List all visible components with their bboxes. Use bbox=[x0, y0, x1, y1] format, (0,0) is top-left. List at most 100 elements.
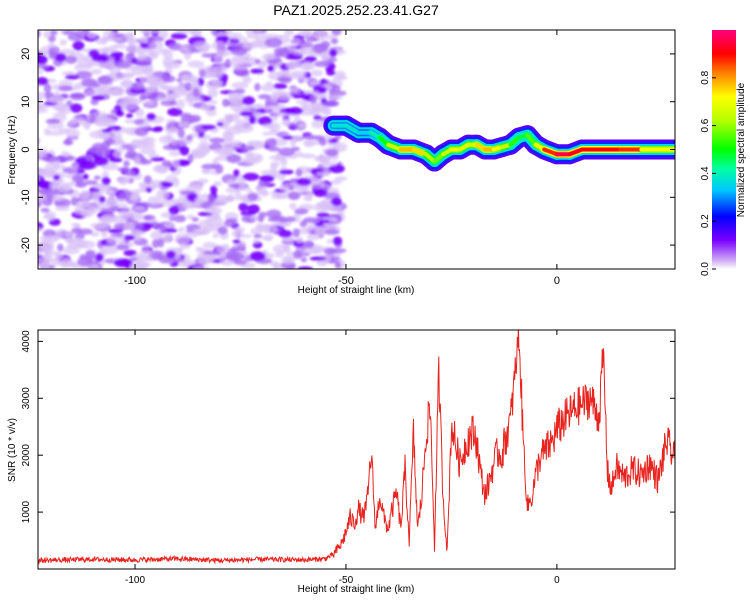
noise-speckle bbox=[282, 69, 290, 78]
noise-speckle bbox=[215, 164, 224, 174]
noise-speckle bbox=[189, 30, 201, 36]
noise-speckle bbox=[69, 92, 86, 101]
noise-speckle bbox=[40, 207, 50, 213]
noise-speckle bbox=[212, 232, 219, 239]
noise-speckle bbox=[103, 30, 116, 37]
noise-speckle bbox=[115, 244, 130, 251]
noise-speckle bbox=[314, 202, 330, 213]
noise-speckle bbox=[267, 146, 281, 152]
signal-track-segment bbox=[411, 147, 429, 157]
snr-x-tick-label: -50 bbox=[339, 575, 354, 586]
noise-speckle bbox=[72, 40, 85, 51]
signal-track-segment bbox=[542, 147, 559, 157]
noise-speckle bbox=[67, 33, 85, 42]
noise-speckle bbox=[257, 116, 273, 126]
noise-speckle bbox=[272, 263, 280, 269]
noise-speckle bbox=[125, 113, 133, 119]
noise-speckle bbox=[313, 188, 328, 197]
noise-speckle bbox=[95, 38, 107, 45]
noise-speckle bbox=[38, 176, 41, 181]
noise-speckle bbox=[211, 41, 226, 51]
noise-speckle bbox=[161, 160, 172, 168]
noise-speckle bbox=[258, 60, 268, 69]
noise-speckle bbox=[197, 178, 209, 184]
noise-speckle bbox=[302, 217, 318, 224]
noise-speckle bbox=[187, 97, 194, 107]
noise-speckle bbox=[189, 77, 199, 83]
noise-speckle bbox=[89, 264, 99, 269]
noise-speckle bbox=[162, 144, 181, 151]
noise-speckle bbox=[279, 218, 288, 223]
noise-speckle bbox=[53, 174, 61, 181]
noise-speckle bbox=[133, 188, 147, 193]
noise-speckle bbox=[311, 119, 324, 129]
noise-speckle bbox=[195, 246, 204, 253]
noise-speckle bbox=[90, 231, 100, 237]
noise-speckle bbox=[191, 148, 202, 156]
noise-speckle bbox=[145, 187, 153, 193]
noise-speckle bbox=[194, 197, 202, 206]
noise-speckle bbox=[38, 181, 49, 187]
noise-speckle bbox=[245, 30, 254, 36]
noise-speckle bbox=[159, 30, 169, 39]
noise-speckle bbox=[272, 170, 280, 179]
noise-speckle bbox=[321, 159, 329, 168]
noise-speckle bbox=[69, 262, 79, 268]
noise-speckle bbox=[179, 242, 191, 250]
noise-speckle bbox=[191, 217, 199, 222]
noise-speckle bbox=[234, 226, 245, 233]
noise-speckle bbox=[187, 153, 194, 163]
noise-speckle bbox=[44, 245, 51, 256]
noise-speckle bbox=[203, 254, 221, 260]
noise-speckle bbox=[172, 159, 180, 169]
spectrogram-x-tick-label: -100 bbox=[124, 275, 146, 287]
spectrogram-y-tick-label: -20 bbox=[20, 237, 32, 253]
noise-speckle bbox=[80, 209, 91, 217]
noise-speckle bbox=[178, 137, 189, 147]
noise-speckle bbox=[114, 60, 132, 69]
snr-panel: -100 -50 0 1000 2000 3000 4000 Height of stra… bbox=[7, 329, 676, 595]
noise-speckle bbox=[289, 88, 299, 94]
noise-speckle bbox=[64, 137, 72, 146]
noise-speckle bbox=[66, 100, 73, 107]
noise-speckle bbox=[195, 127, 204, 134]
noise-speckle bbox=[303, 195, 312, 202]
noise-speckle bbox=[123, 222, 136, 231]
noise-speckle bbox=[168, 150, 181, 157]
noise-speckle bbox=[177, 128, 185, 138]
noise-speckle bbox=[278, 147, 296, 157]
noise-speckle bbox=[205, 108, 217, 117]
noise-speckle bbox=[148, 152, 160, 159]
noise-speckle bbox=[179, 145, 190, 156]
noise-speckle bbox=[91, 54, 109, 63]
noise-speckle bbox=[264, 234, 274, 242]
noise-speckle bbox=[137, 52, 147, 61]
noise-speckle bbox=[74, 205, 83, 215]
noise-speckle bbox=[248, 115, 257, 125]
noise-speckle bbox=[139, 95, 147, 101]
noise-speckle bbox=[65, 74, 80, 80]
noise-speckle bbox=[192, 87, 200, 98]
noise-speckle bbox=[146, 35, 165, 43]
noise-speckle bbox=[270, 194, 288, 200]
noise-speckle bbox=[170, 32, 188, 40]
noise-speckle bbox=[43, 83, 52, 93]
noise-speckle bbox=[87, 205, 99, 214]
noise-speckle bbox=[131, 82, 145, 91]
noise-speckle bbox=[235, 63, 250, 69]
noise-speckle bbox=[275, 91, 294, 101]
noise-speckle bbox=[203, 250, 221, 256]
snr-y-label: SNR (10 * v/v) bbox=[7, 418, 18, 482]
noise-speckle bbox=[44, 211, 56, 221]
noise-speckle bbox=[165, 250, 176, 259]
spectrogram-x-ticks: -100 -50 0 bbox=[124, 30, 560, 287]
signal-track-segment bbox=[567, 147, 585, 157]
noise-speckle bbox=[334, 142, 348, 152]
noise-speckle bbox=[42, 30, 52, 38]
colorbar-tick-label: 0.2 bbox=[700, 214, 711, 228]
noise-speckle bbox=[172, 177, 180, 187]
noise-speckle bbox=[267, 64, 275, 72]
noise-speckle bbox=[180, 45, 189, 52]
noise-speckle bbox=[106, 188, 114, 195]
colorbar-tick-label: 0.0 bbox=[700, 262, 711, 276]
